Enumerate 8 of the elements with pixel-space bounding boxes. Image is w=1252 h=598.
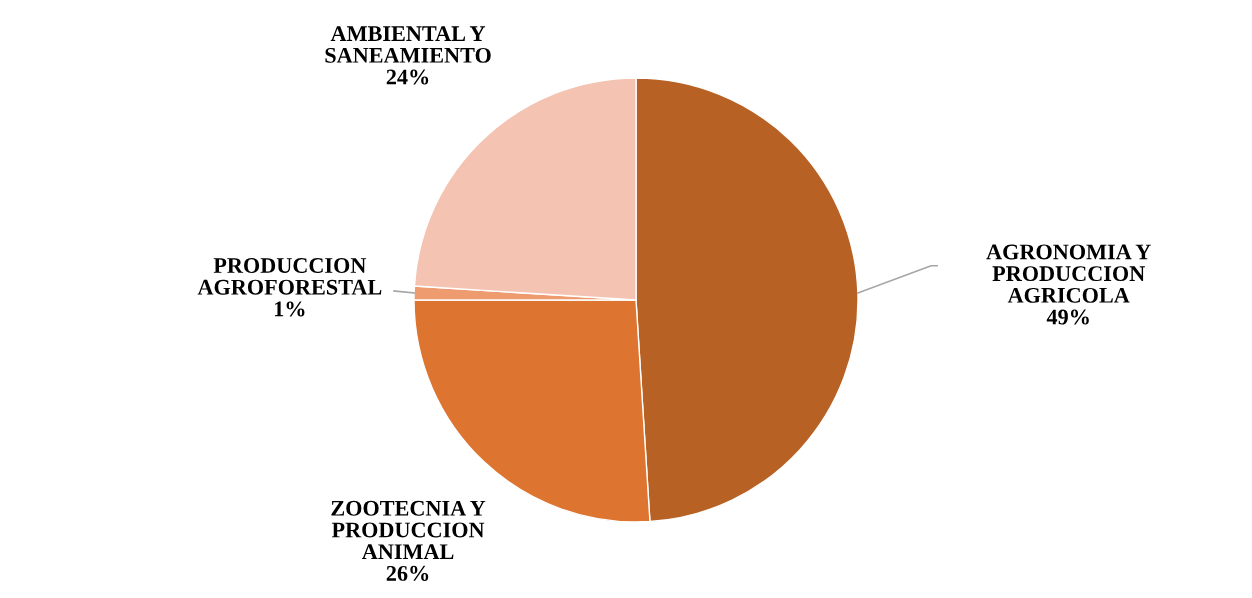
data-label: 1% [274, 301, 305, 317]
data-label: 49% [1046, 309, 1089, 325]
slice-label: ZOOTECNIA Y PRODUCCION ANIMAL [331, 500, 486, 559]
slice-label: AMBIENTAL Y SANEAMIENTO [325, 26, 491, 63]
slice-label: PRODUCCION AGROFORESTAL [197, 258, 382, 295]
slice-label: AGRONOMIA Y PRODUCCION AGRICOLA [986, 244, 1151, 303]
data-label: 26% [386, 565, 429, 581]
data-label: 24% [386, 69, 429, 85]
